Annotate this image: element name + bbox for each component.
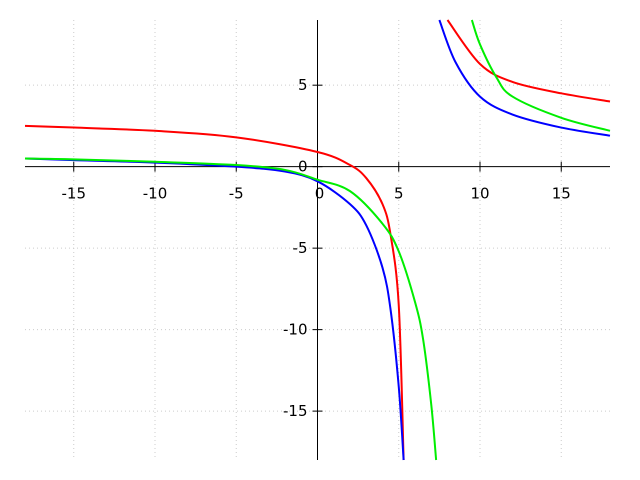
curves (24, 19, 611, 461)
x-tick-label: -5 (229, 185, 244, 203)
series-0-curve-1 (446, 19, 611, 103)
y-tick-label: 5 (298, 76, 308, 94)
y-tick-label: -5 (293, 239, 308, 257)
x-tick-label: 15 (552, 185, 571, 203)
y-tick-label: -10 (283, 321, 308, 339)
series-0-curve-0 (24, 124, 405, 461)
x-tick-label: -10 (143, 185, 168, 203)
x-tick-label: 10 (470, 185, 489, 203)
x-tick-label: 0 (315, 185, 325, 203)
y-tick-label: -15 (283, 402, 308, 420)
series-2-curve-0 (24, 157, 438, 461)
x-tick-label: 5 (394, 185, 404, 203)
series-1-curve-0 (24, 157, 405, 461)
ticks: -15 -10 -5 0 5 10 15 -15 -10 -5 0 5 (62, 76, 571, 420)
y-tick-label: 0 (298, 158, 308, 176)
x-tick-label: -15 (62, 185, 87, 203)
series-1-curve-1 (438, 19, 611, 137)
series-2-curve-1 (470, 19, 611, 132)
